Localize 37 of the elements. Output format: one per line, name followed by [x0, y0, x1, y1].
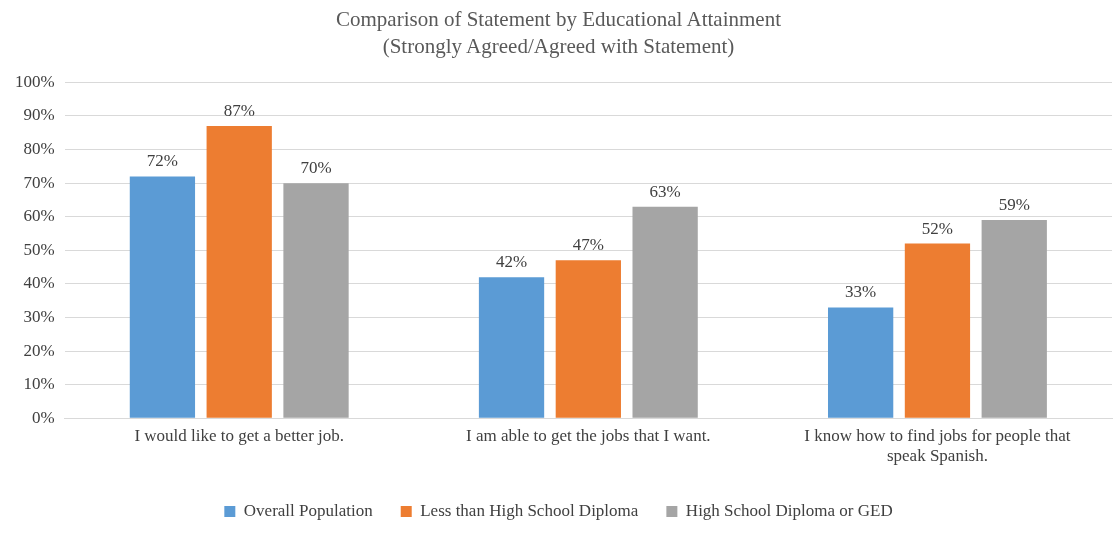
bar: [632, 206, 698, 418]
y-tick-label: 0%: [31, 407, 55, 427]
y-tick-label: 60%: [23, 206, 55, 226]
chart-subtitle: (Strongly Agreed/Agreed with Statement): [382, 34, 735, 59]
legend-label: High School Diploma or GED: [685, 500, 893, 520]
data-label: 47%: [572, 235, 604, 255]
y-tick-label: 80%: [23, 139, 55, 159]
bar: [478, 277, 545, 418]
bar: [981, 220, 1047, 418]
y-tick-label: 40%: [23, 273, 55, 293]
data-label: 63%: [649, 181, 681, 201]
y-tick-label: 70%: [23, 172, 55, 192]
legend-label: Overall Population: [243, 500, 374, 520]
bar: [555, 260, 621, 418]
bar: [129, 176, 196, 418]
y-tick-label: 30%: [23, 306, 55, 326]
y-tick-label: 100%: [14, 71, 55, 91]
x-tick-label: I am able to get the jobs that I want.: [466, 425, 711, 445]
y-tick-label: 50%: [23, 239, 55, 259]
legend-label: Less than High School Diploma: [420, 500, 639, 520]
data-label: 72%: [146, 151, 178, 171]
data-label: 59%: [998, 195, 1030, 215]
y-tick-label: 10%: [23, 374, 55, 394]
data-label: 42%: [495, 252, 528, 272]
bar: [828, 307, 894, 418]
data-label: 33%: [845, 282, 877, 302]
x-tick-label: I know how to find jobs for people that speak Spanish.: [804, 425, 1071, 466]
chart-title: Comparison of Statement by Educational Attainment: [336, 7, 782, 32]
bar: [206, 126, 272, 418]
data-label: 52%: [921, 218, 954, 238]
y-tick-label: 90%: [23, 105, 55, 125]
bar: [904, 243, 971, 418]
data-label: 87%: [223, 101, 255, 121]
y-tick-label: 20%: [23, 340, 55, 360]
data-label: 70%: [300, 158, 332, 178]
bar: [283, 183, 349, 418]
x-tick-label: I would like to get a better job.: [134, 425, 345, 445]
